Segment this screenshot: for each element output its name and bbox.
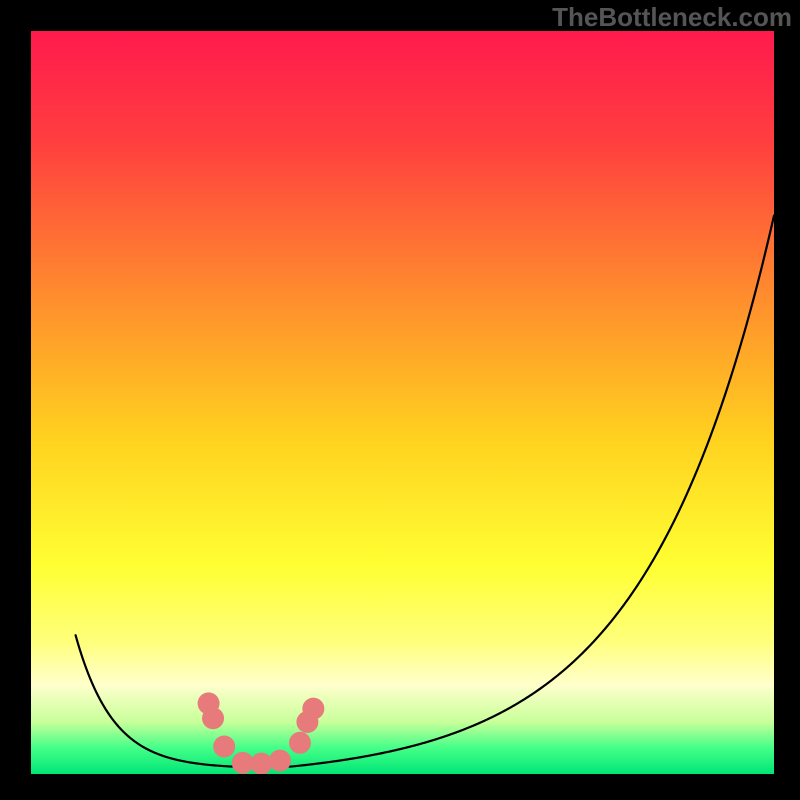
- data-marker: [289, 732, 311, 754]
- plot-background: [31, 31, 774, 774]
- data-marker: [250, 753, 272, 774]
- chart-svg: [31, 31, 774, 774]
- data-marker: [269, 750, 291, 772]
- data-marker: [213, 736, 235, 758]
- watermark-text: TheBottleneck.com: [552, 2, 792, 33]
- data-marker: [302, 698, 324, 720]
- data-marker: [202, 707, 224, 729]
- chart-container: [31, 31, 774, 774]
